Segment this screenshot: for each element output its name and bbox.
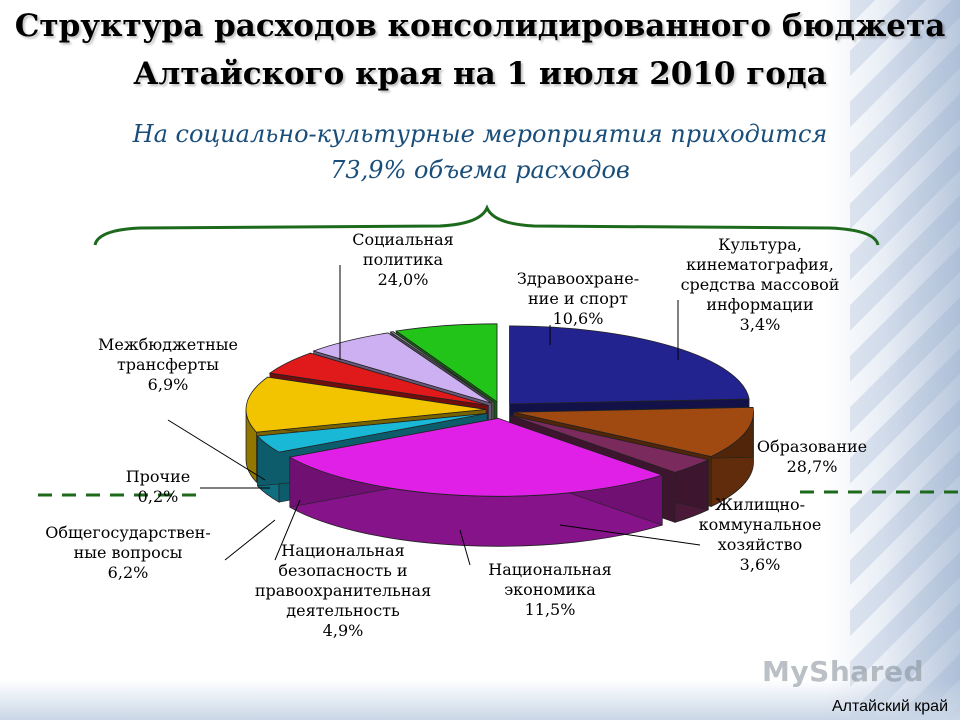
- bottom-band: [0, 680, 960, 720]
- leader-line: [167, 419, 266, 481]
- slice-label: Общегосударствен-ные вопросы 6,2%: [45, 523, 210, 582]
- slice-label: Здравоохране-ние и спорт 10,6%: [517, 269, 639, 328]
- slice-label-line: информации: [706, 295, 813, 314]
- leader-line: [224, 519, 276, 561]
- slice-label-line: хозяйство: [718, 535, 803, 554]
- slice-label: Национальная экономика 11,5%: [488, 560, 611, 619]
- slice-label-line: 3,4%: [740, 315, 781, 334]
- slice-label-line: 11,5%: [525, 600, 576, 619]
- slice-label-line: безопасность и: [278, 561, 407, 580]
- slice-label-line: Прочие: [126, 467, 191, 486]
- slice-label-line: кинематография,: [686, 255, 834, 274]
- brace: [93, 204, 880, 246]
- slice-label: Прочие 0,2%: [126, 467, 191, 506]
- slice-label-line: Здравоохране-: [517, 269, 639, 288]
- slice-label-line: ние и спорт: [528, 289, 628, 308]
- slice-label-line: коммунальное: [699, 515, 822, 534]
- slice-label-line: 6,2%: [108, 563, 149, 582]
- slice-label-line: средства массовой: [681, 275, 840, 294]
- slice-label: Культура, кинематография, средства массово…: [681, 235, 840, 334]
- slice-label-line: Национальная: [488, 560, 611, 579]
- slice-label-line: 10,6%: [553, 309, 604, 328]
- subtitle-line2: 73,9% объема расходов: [330, 156, 630, 184]
- slice-label-line: трансферты: [117, 355, 219, 374]
- watermark: MyShared: [762, 655, 924, 688]
- slice-label-line: Культура,: [718, 235, 802, 254]
- slice-label-line: 28,7%: [787, 457, 838, 476]
- slice-label-line: экономика: [504, 580, 596, 599]
- page-title-line1: Структура расходов консолидированного бю…: [14, 8, 946, 44]
- slice-label: Национальная безопасность и правоохранител…: [255, 541, 431, 640]
- slice-label-line: правоохранительная: [255, 581, 431, 600]
- slice-label: Жилищно-коммунальное хозяйство 3,6%: [699, 495, 822, 574]
- slice-label-line: 6,9%: [148, 375, 189, 394]
- leader-line: [459, 529, 471, 566]
- slice-label: Межбюджетные трансферты 6,9%: [98, 335, 238, 394]
- slice-label-line: ные вопросы: [74, 543, 183, 562]
- slice-label-line: политика: [363, 250, 444, 269]
- slice-label-line: деятельность: [286, 601, 400, 620]
- slice-label: Социальная политика 24,0%: [352, 230, 454, 289]
- slice-label-line: Образование: [757, 437, 867, 456]
- region-label: Алтайский край: [831, 698, 948, 715]
- pie-slice: [288, 417, 664, 547]
- slice-label-line: Социальная: [352, 230, 454, 249]
- slice-label-line: 3,6%: [740, 555, 781, 574]
- leader-line: [559, 524, 701, 546]
- page-title-line2: Алтайского края на 1 июля 2010 года: [133, 56, 827, 92]
- slice-label-line: Межбюджетные: [98, 335, 238, 354]
- slice-label-line: 0,2%: [138, 487, 179, 506]
- slice-label: Образование 28,7%: [757, 437, 867, 476]
- slice-label-line: Национальная: [281, 541, 404, 560]
- decorative-band: [850, 0, 960, 720]
- slice-label-line: 24,0%: [378, 270, 429, 289]
- leader-line: [274, 499, 301, 561]
- slice-label-line: Общегосударствен-: [45, 523, 210, 542]
- slice-label-line: 4,9%: [323, 621, 364, 640]
- subtitle-line1: На социально-культурные мероприятия прих…: [132, 120, 828, 148]
- slice-label-line: Жилищно-: [715, 495, 805, 514]
